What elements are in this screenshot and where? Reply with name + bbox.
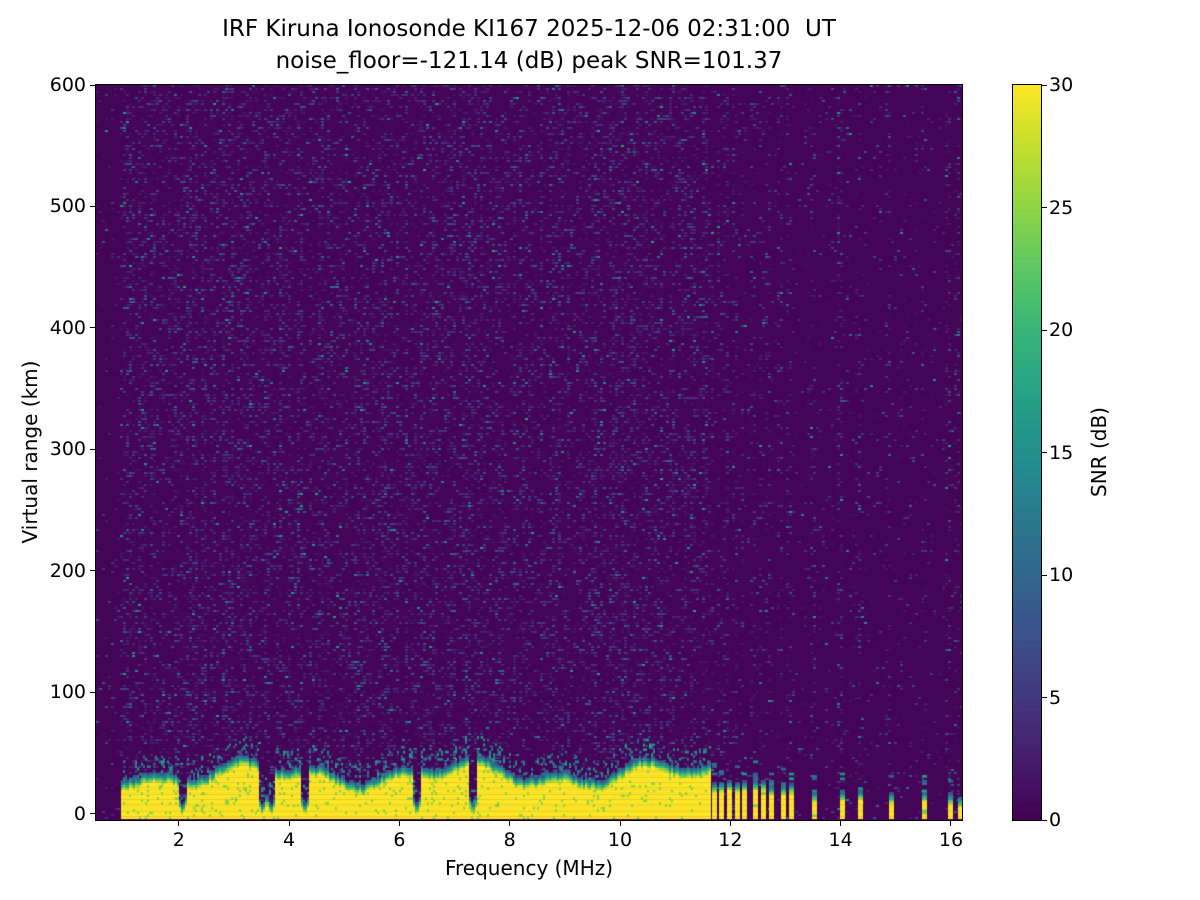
x-tick-mark xyxy=(619,821,621,826)
y-tick-mark xyxy=(90,691,95,693)
y-tick-label: 200 xyxy=(49,559,86,582)
y-tick-label: 300 xyxy=(49,438,86,461)
colorbar-tick-mark xyxy=(1042,574,1047,576)
colorbar-gradient xyxy=(1013,85,1041,820)
colorbar-tick-mark xyxy=(1042,84,1047,86)
colorbar-tick-mark xyxy=(1042,329,1047,331)
y-tick-label: 100 xyxy=(49,681,86,704)
plot-title: IRF Kiruna Ionosonde KI167 2025-12-06 02… xyxy=(222,16,836,42)
colorbar-tick-mark xyxy=(1042,697,1047,698)
x-tick-mark xyxy=(288,821,290,826)
colorbar-tick-mark xyxy=(1042,819,1047,821)
y-tick-mark xyxy=(90,327,95,329)
x-tick-label: 6 xyxy=(393,829,406,851)
y-tick-mark xyxy=(90,813,95,815)
x-tick-label: 10 xyxy=(607,829,633,851)
colorbar-tick-label: 20 xyxy=(1049,319,1074,341)
colorbar-tick-label: 25 xyxy=(1049,196,1074,219)
x-tick-label: 16 xyxy=(938,829,964,851)
colorbar-tick-label: 5 xyxy=(1049,686,1062,709)
y-tick-mark xyxy=(90,570,95,572)
colorbar-tick-mark xyxy=(1042,452,1047,453)
colorbar-tick-label: 15 xyxy=(1049,441,1074,464)
x-tick-mark xyxy=(178,821,180,826)
plot-subtitle: noise_floor=-121.14 (dB) peak SNR=101.37 xyxy=(275,48,783,74)
colorbar-tick-label: 0 xyxy=(1049,809,1062,831)
x-tick-mark xyxy=(398,821,400,826)
y-tick-mark xyxy=(90,448,95,450)
x-tick-label: 12 xyxy=(718,829,743,851)
colorbar-tick-mark xyxy=(1042,207,1047,208)
x-tick-label: 14 xyxy=(828,829,853,851)
colorbar xyxy=(1012,84,1042,821)
colorbar-tick-label: 10 xyxy=(1049,564,1074,586)
x-tick-label: 4 xyxy=(283,829,296,851)
y-tick-label: 600 xyxy=(49,74,86,96)
x-tick-mark xyxy=(840,821,842,826)
x-tick-label: 8 xyxy=(503,829,516,851)
x-axis-label: Frequency (MHz) xyxy=(444,856,614,880)
x-tick-label: 2 xyxy=(172,829,185,851)
y-tick-mark xyxy=(90,205,95,207)
y-tick-mark xyxy=(90,84,95,86)
plot-area xyxy=(95,84,963,821)
colorbar-tick-label: 30 xyxy=(1049,74,1074,96)
y-tick-label: 0 xyxy=(73,802,86,825)
y-tick-label: 500 xyxy=(49,195,86,218)
ionogram-heatmap xyxy=(96,85,962,820)
y-tick-label: 400 xyxy=(49,316,86,339)
colorbar-label: SNR (dB) xyxy=(1087,407,1111,497)
x-tick-mark xyxy=(509,821,511,826)
x-tick-mark xyxy=(950,821,952,826)
x-tick-mark xyxy=(729,821,731,826)
